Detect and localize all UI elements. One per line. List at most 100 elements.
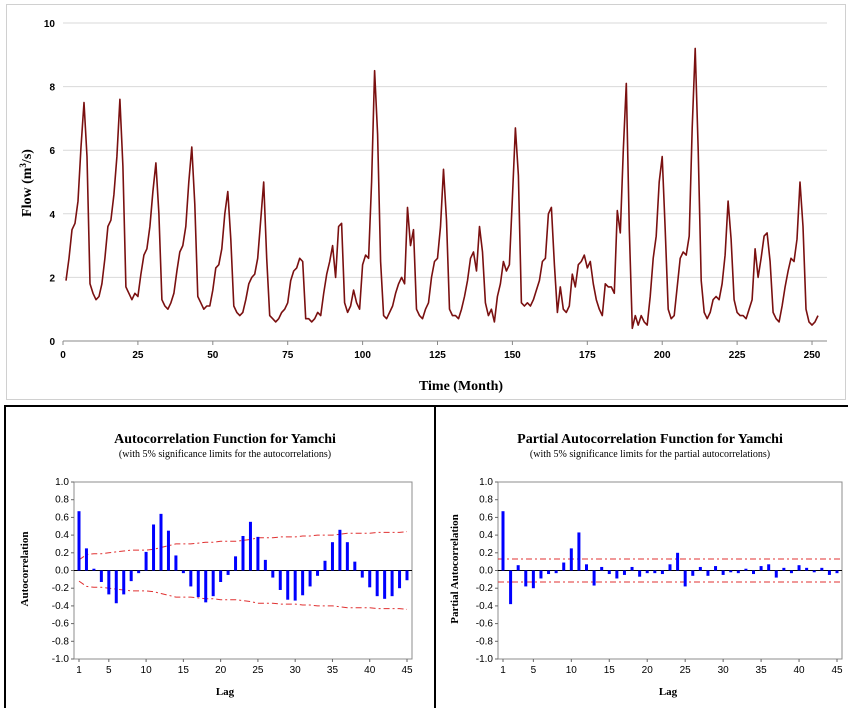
flow-x-tick-label: 25 bbox=[132, 350, 144, 361]
acf-bar bbox=[278, 570, 282, 590]
flow-x-tick-label: 175 bbox=[579, 350, 596, 361]
acf-bar bbox=[84, 548, 88, 571]
pacf-bar bbox=[531, 570, 535, 589]
acf-bar bbox=[166, 530, 170, 571]
acf-x-tick-label: 40 bbox=[364, 665, 376, 676]
acf-chart: Autocorrelation Function for Yamchi (wit… bbox=[19, 432, 413, 698]
acf-y-tick-label: 1.0 bbox=[55, 477, 69, 488]
pacf-bar bbox=[600, 566, 604, 571]
flow-x-tick-label: 125 bbox=[429, 350, 446, 361]
pacf-bar bbox=[782, 567, 786, 571]
acf-bar bbox=[263, 559, 267, 571]
acf-bar bbox=[345, 542, 349, 571]
pacf-bar bbox=[516, 565, 520, 571]
pacf-x-axis-label: Lag bbox=[659, 686, 678, 698]
acf-bar bbox=[159, 513, 163, 571]
pacf-bar bbox=[585, 564, 588, 571]
acf-bar bbox=[248, 521, 252, 571]
acf-bar bbox=[107, 570, 111, 595]
pacf-y-tick-label: 0.8 bbox=[479, 495, 493, 506]
flow-series-line bbox=[65, 47, 819, 330]
acf-x-tick-label: 45 bbox=[401, 665, 413, 676]
acf-bar bbox=[181, 570, 185, 574]
pacf-bar bbox=[729, 570, 733, 573]
acf-y-tick-label: 0.0 bbox=[55, 566, 69, 577]
acf-bar bbox=[226, 570, 230, 575]
acf-y-tick-label: -0.4 bbox=[52, 601, 70, 612]
flow-y-tick-label: 8 bbox=[49, 83, 55, 94]
pacf-x-tick-label: 5 bbox=[531, 665, 537, 676]
acf-bar bbox=[338, 529, 342, 571]
pacf-bar bbox=[774, 570, 778, 578]
pacf-bar bbox=[653, 570, 657, 574]
flow-x-tick-label: 75 bbox=[282, 350, 294, 361]
pacf-bar bbox=[706, 570, 710, 576]
acf-y-tick-label: 0.8 bbox=[55, 495, 69, 506]
acf-bar bbox=[390, 570, 394, 597]
pacf-bar bbox=[554, 570, 558, 574]
pacf-bar bbox=[539, 570, 543, 579]
pacf-bar bbox=[789, 570, 793, 574]
acf-chart-panel: Autocorrelation Function for Yamchi (wit… bbox=[4, 405, 438, 708]
pacf-chart-panel: Partial Autocorrelation Function for Yam… bbox=[434, 405, 848, 708]
acf-y-tick-label: 0.6 bbox=[55, 512, 69, 523]
flow-y-tick-label: 6 bbox=[49, 146, 55, 157]
acf-bar bbox=[271, 570, 275, 578]
acf-bar bbox=[174, 555, 178, 571]
acf-y-tick-label: -0.8 bbox=[52, 636, 70, 647]
pacf-bar bbox=[645, 570, 649, 574]
pacf-bar bbox=[547, 570, 551, 575]
acf-bar bbox=[405, 570, 409, 581]
acf-bar bbox=[241, 535, 245, 571]
acf-lower-limit bbox=[78, 580, 408, 610]
pacf-bar bbox=[676, 552, 680, 571]
pacf-y-tick-label: 1.0 bbox=[479, 477, 493, 488]
acf-bar bbox=[99, 570, 103, 583]
acf-y-tick-label: 0.2 bbox=[55, 548, 69, 559]
pacf-bar bbox=[736, 570, 740, 574]
acf-bar bbox=[323, 560, 327, 571]
pacf-bar bbox=[805, 567, 809, 571]
acf-bar bbox=[189, 570, 193, 587]
acf-bar bbox=[77, 511, 81, 571]
acf-bar bbox=[196, 570, 200, 598]
flow-x-tick-label: 150 bbox=[504, 350, 521, 361]
pacf-bar bbox=[721, 570, 725, 575]
acf-bar bbox=[152, 524, 156, 571]
pacf-bar bbox=[683, 570, 687, 587]
acf-title: Autocorrelation Function for Yamchi bbox=[114, 432, 336, 447]
flow-y-tick-label: 10 bbox=[44, 19, 56, 30]
pacf-y-axis-label: Partial Autocorrelation bbox=[449, 514, 461, 623]
pacf-bar bbox=[569, 548, 573, 571]
flow-x-tick-label: 50 bbox=[207, 350, 219, 361]
acf-x-tick-label: 25 bbox=[252, 665, 264, 676]
acf-upper-limit bbox=[78, 531, 408, 561]
pacf-bar bbox=[759, 566, 763, 571]
pacf-plot-area: 1.00.80.60.40.20.0-0.2-0.4-0.6-0.8-1.01 5… bbox=[476, 477, 843, 676]
acf-bar bbox=[398, 570, 402, 589]
flow-y-tick-label: 0 bbox=[49, 337, 55, 348]
pacf-bar bbox=[820, 567, 824, 571]
pacf-chart: Partial Autocorrelation Function for Yam… bbox=[449, 432, 843, 698]
acf-x-tick-label: 30 bbox=[290, 665, 302, 676]
flow-x-tick-label: 225 bbox=[729, 350, 746, 361]
acf-bar bbox=[256, 536, 260, 571]
flow-y-tick-label: 4 bbox=[49, 210, 55, 221]
acf-y-tick-label: -0.2 bbox=[52, 583, 70, 594]
flow-x-tick-label: 0 bbox=[60, 350, 66, 361]
acf-bar bbox=[211, 570, 215, 597]
flow-x-tick-label: 100 bbox=[354, 350, 371, 361]
acf-y-tick-label: -1.0 bbox=[52, 654, 70, 665]
pacf-x-tick-label: 15 bbox=[604, 665, 616, 676]
flow-y-tick-label: 2 bbox=[49, 273, 55, 284]
pacf-bar bbox=[630, 566, 634, 571]
acf-bar bbox=[204, 570, 208, 603]
acf-bar bbox=[368, 570, 372, 588]
pacf-bar bbox=[767, 564, 771, 571]
pacf-y-tick-label: 0.6 bbox=[479, 512, 493, 523]
acf-bar bbox=[293, 570, 297, 601]
pacf-x-tick-label: 30 bbox=[718, 665, 730, 676]
pacf-x-tick-label: 40 bbox=[793, 665, 805, 676]
pacf-bar bbox=[668, 564, 672, 571]
acf-bar bbox=[122, 570, 126, 595]
